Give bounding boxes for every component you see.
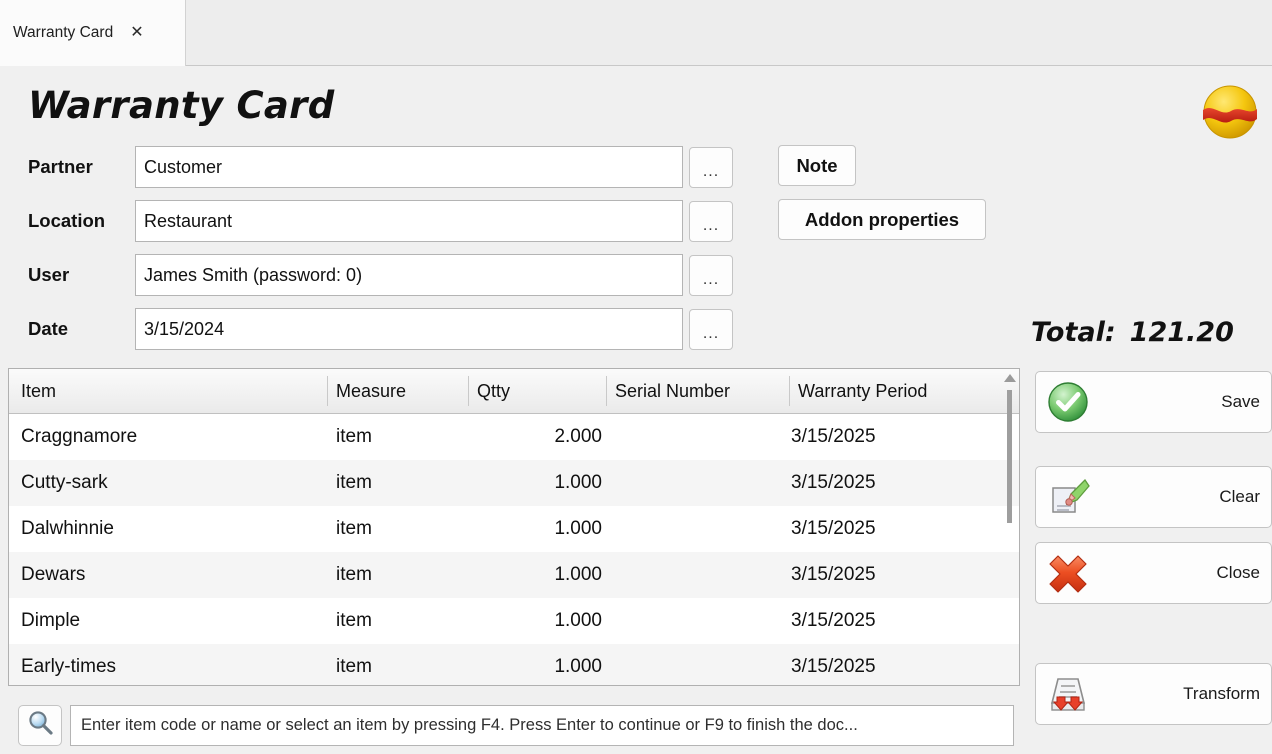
cell-qtty: 1.000 (554, 518, 602, 539)
grid-header-row: Item Measure Qtty Serial Number Warranty… (9, 369, 1019, 414)
table-row[interactable]: Dewars item 1.000 3/15/2025 (9, 552, 1019, 598)
table-row[interactable]: Early-times item 1.000 3/15/2025 (9, 644, 1019, 685)
cell-warranty: 3/15/2025 (791, 610, 876, 631)
column-header-measure[interactable]: Measure (336, 381, 407, 401)
table-row[interactable]: Dalwhinnie item 1.000 3/15/2025 (9, 506, 1019, 552)
date-input[interactable] (135, 308, 683, 350)
search-input[interactable] (70, 705, 1014, 746)
items-grid: Item Measure Qtty Serial Number Warranty… (8, 368, 1020, 686)
user-browse-button[interactable]: ... (689, 255, 733, 296)
cell-item: Dalwhinnie (21, 518, 114, 539)
cell-measure: item (336, 518, 372, 539)
table-row[interactable]: Cutty-sark item 1.000 3/15/2025 (9, 460, 1019, 506)
date-browse-button[interactable]: ... (689, 309, 733, 350)
clear-button[interactable]: Clear (1035, 466, 1272, 528)
transform-button[interactable]: Transform (1035, 663, 1272, 725)
cell-warranty: 3/15/2025 (791, 564, 876, 585)
scrollbar-thumb[interactable] (1007, 390, 1012, 523)
location-input[interactable] (135, 200, 683, 242)
red-x-icon (1045, 550, 1091, 596)
cell-item: Cutty-sark (21, 472, 108, 493)
save-button[interactable]: Save (1035, 371, 1272, 433)
tab-label: Warranty Card (13, 24, 114, 41)
user-input[interactable] (135, 254, 683, 296)
close-button[interactable]: Close (1035, 542, 1272, 604)
table-row[interactable]: Dimple item 1.000 3/15/2025 (9, 598, 1019, 644)
page-title: Warranty Card (28, 84, 335, 127)
total-label: Total: (1031, 317, 1116, 348)
clear-label: Clear (1219, 487, 1260, 506)
cell-measure: item (336, 472, 372, 493)
column-divider[interactable] (789, 376, 790, 406)
location-browse-button[interactable]: ... (689, 201, 733, 242)
partner-input[interactable] (135, 146, 683, 188)
grid-body: Craggnamore item 2.000 3/15/2025 Cutty-s… (9, 414, 1019, 685)
cell-item: Early-times (21, 656, 117, 677)
cell-warranty: 3/15/2025 (791, 518, 876, 539)
cell-warranty: 3/15/2025 (791, 656, 876, 677)
transform-tray-icon (1045, 671, 1091, 717)
column-header-serial[interactable]: Serial Number (615, 381, 731, 401)
green-check-circle-icon (1045, 379, 1091, 425)
column-header-qtty[interactable]: Qtty (477, 381, 511, 401)
note-button[interactable]: Note (778, 145, 856, 186)
cell-measure: item (336, 564, 372, 585)
cell-item: Craggnamore (21, 426, 138, 447)
table-row[interactable]: Craggnamore item 2.000 3/15/2025 (9, 414, 1019, 460)
cell-warranty: 3/15/2025 (791, 472, 876, 493)
cell-item: Dimple (21, 610, 81, 631)
partner-label: Partner (28, 156, 93, 177)
addon-properties-button[interactable]: Addon properties (778, 199, 986, 240)
cell-qtty: 1.000 (554, 610, 602, 631)
cell-qtty: 2.000 (554, 426, 602, 447)
scroll-up-icon[interactable] (1004, 374, 1016, 382)
total-value: 121.20 (1129, 317, 1234, 348)
cell-qtty: 1.000 (554, 472, 602, 493)
column-header-item[interactable]: Item (21, 381, 57, 401)
close-label: Close (1216, 563, 1260, 582)
transform-label: Transform (1183, 684, 1260, 703)
magnifier-icon (26, 709, 54, 742)
close-icon[interactable]: ✕ (130, 24, 144, 41)
search-button[interactable] (18, 705, 62, 746)
location-label: Location (28, 210, 106, 231)
column-divider[interactable] (468, 376, 469, 406)
cell-qtty: 1.000 (554, 564, 602, 585)
cell-qtty: 1.000 (554, 656, 602, 677)
column-divider[interactable] (327, 376, 328, 406)
total-summary: Total: 121.20 (1031, 317, 1234, 348)
date-label: Date (28, 318, 69, 339)
pencil-eraser-icon (1045, 474, 1091, 520)
column-divider[interactable] (606, 376, 607, 406)
partner-browse-button[interactable]: ... (689, 147, 733, 188)
cell-measure: item (336, 656, 372, 677)
tab-warranty-card[interactable]: Warranty Card ✕ (0, 0, 186, 66)
tab-bar: Warranty Card ✕ (0, 0, 1272, 66)
cell-measure: item (336, 426, 372, 447)
user-label: User (28, 264, 70, 285)
cell-measure: item (336, 610, 372, 631)
cell-warranty: 3/15/2025 (791, 426, 876, 447)
grid-scrollbar[interactable] (1003, 372, 1018, 682)
save-label: Save (1221, 392, 1260, 411)
cell-item: Dewars (21, 564, 86, 585)
column-header-warranty[interactable]: Warranty Period (798, 381, 928, 401)
app-logo-icon (1201, 83, 1259, 141)
